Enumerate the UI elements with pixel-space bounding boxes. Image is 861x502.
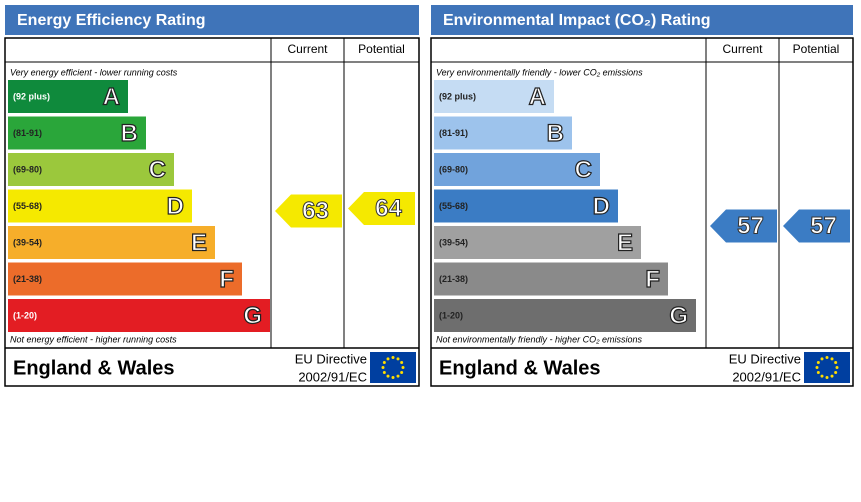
eu-star	[834, 361, 838, 364]
region: England & Wales	[439, 357, 601, 379]
column-header: Potential	[358, 42, 405, 56]
directive: EU Directive	[295, 351, 367, 366]
eu-star	[815, 366, 819, 369]
rating-value: 57	[737, 212, 764, 239]
rating-value: 63	[302, 197, 329, 224]
column-header: Current	[722, 42, 763, 56]
rating-band	[434, 153, 600, 186]
band-range: (55-68)	[13, 201, 42, 211]
band-range: (55-68)	[439, 201, 468, 211]
rating-band	[8, 153, 174, 186]
band-range: (39-54)	[439, 237, 468, 247]
band-letter: A	[529, 83, 546, 110]
eu-star	[825, 356, 829, 359]
band-letter: C	[575, 156, 592, 183]
rating-band	[434, 80, 554, 113]
band-range: (1-20)	[13, 310, 37, 320]
band-letter: D	[593, 193, 610, 220]
band-letter: G	[669, 302, 688, 329]
rating-band	[434, 116, 572, 150]
rating-band	[8, 116, 146, 150]
eu-star	[391, 356, 395, 359]
rating-arrow	[275, 194, 342, 228]
band-range: (39-54)	[13, 237, 42, 247]
eu-star	[382, 371, 386, 374]
band-range: (69-80)	[439, 164, 468, 174]
band-range: (92 plus)	[13, 91, 50, 101]
title-bar	[5, 5, 419, 35]
eu-star	[381, 366, 385, 369]
band-range: (69-80)	[13, 164, 42, 174]
title-bar	[431, 5, 853, 35]
band-letter: G	[243, 302, 262, 329]
region: England & Wales	[13, 357, 175, 379]
panel-frame	[4, 37, 420, 387]
rating-value: 57	[810, 212, 837, 239]
rating-band	[8, 299, 270, 332]
band-letter: F	[645, 266, 660, 293]
rating-arrow	[783, 209, 850, 243]
eu-star	[401, 366, 405, 369]
band-letter: F	[219, 266, 234, 293]
eu-star	[834, 371, 838, 374]
directive-code: 2002/91/EC	[732, 369, 801, 384]
eu-star	[400, 371, 404, 374]
eu-star	[400, 361, 404, 364]
bottom-note: Not energy efficient - higher running co…	[10, 334, 177, 344]
rating-band	[8, 262, 242, 296]
rating-band	[8, 80, 128, 113]
rating-band	[434, 299, 696, 332]
panel-frame	[430, 37, 854, 387]
band-letter: D	[167, 193, 184, 220]
rating-arrow	[348, 192, 415, 225]
eu-star	[830, 374, 834, 378]
directive-code: 2002/91/EC	[298, 369, 367, 384]
band-letter: E	[617, 229, 633, 256]
top-note: Very environmentally friendly - lower CO…	[436, 67, 643, 77]
eu-star	[382, 361, 386, 364]
eu-star	[396, 374, 400, 378]
panel-title: Environmental Impact (CO₂) Rating	[443, 12, 711, 29]
panel-title: Energy Efficiency Rating	[17, 12, 206, 29]
band-letter: B	[121, 120, 138, 147]
rating-arrow	[710, 209, 777, 243]
eu-star	[835, 366, 839, 369]
band-range: (92 plus)	[439, 91, 476, 101]
rating-band	[8, 226, 215, 259]
eu-star	[816, 371, 820, 374]
eu-star	[386, 374, 390, 378]
rating-band	[8, 189, 192, 223]
rating-band	[434, 189, 618, 223]
eu-star	[820, 374, 824, 378]
band-letter: B	[547, 120, 564, 147]
top-note: Very energy efficient - lower running co…	[10, 67, 178, 77]
directive: EU Directive	[729, 351, 801, 366]
bottom-note: Not environmentally friendly - higher CO…	[436, 334, 643, 344]
band-letter: C	[149, 156, 166, 183]
band-letter: E	[191, 229, 207, 256]
band-range: (1-20)	[439, 310, 463, 320]
band-range: (21-38)	[439, 274, 468, 284]
eu-star	[396, 357, 400, 361]
band-range: (21-38)	[13, 274, 42, 284]
rating-value: 64	[375, 195, 402, 222]
eu-star	[820, 357, 824, 361]
band-range: (81-91)	[13, 128, 42, 138]
eu-star	[391, 376, 395, 379]
column-header: Potential	[793, 42, 840, 56]
eu-star	[816, 361, 820, 364]
rating-band	[434, 226, 641, 259]
rating-band	[434, 262, 668, 296]
eu-star	[386, 357, 390, 361]
eu-star	[830, 357, 834, 361]
eu-star	[825, 376, 829, 379]
column-header: Current	[287, 42, 328, 56]
band-letter: A	[103, 83, 120, 110]
band-range: (81-91)	[439, 128, 468, 138]
